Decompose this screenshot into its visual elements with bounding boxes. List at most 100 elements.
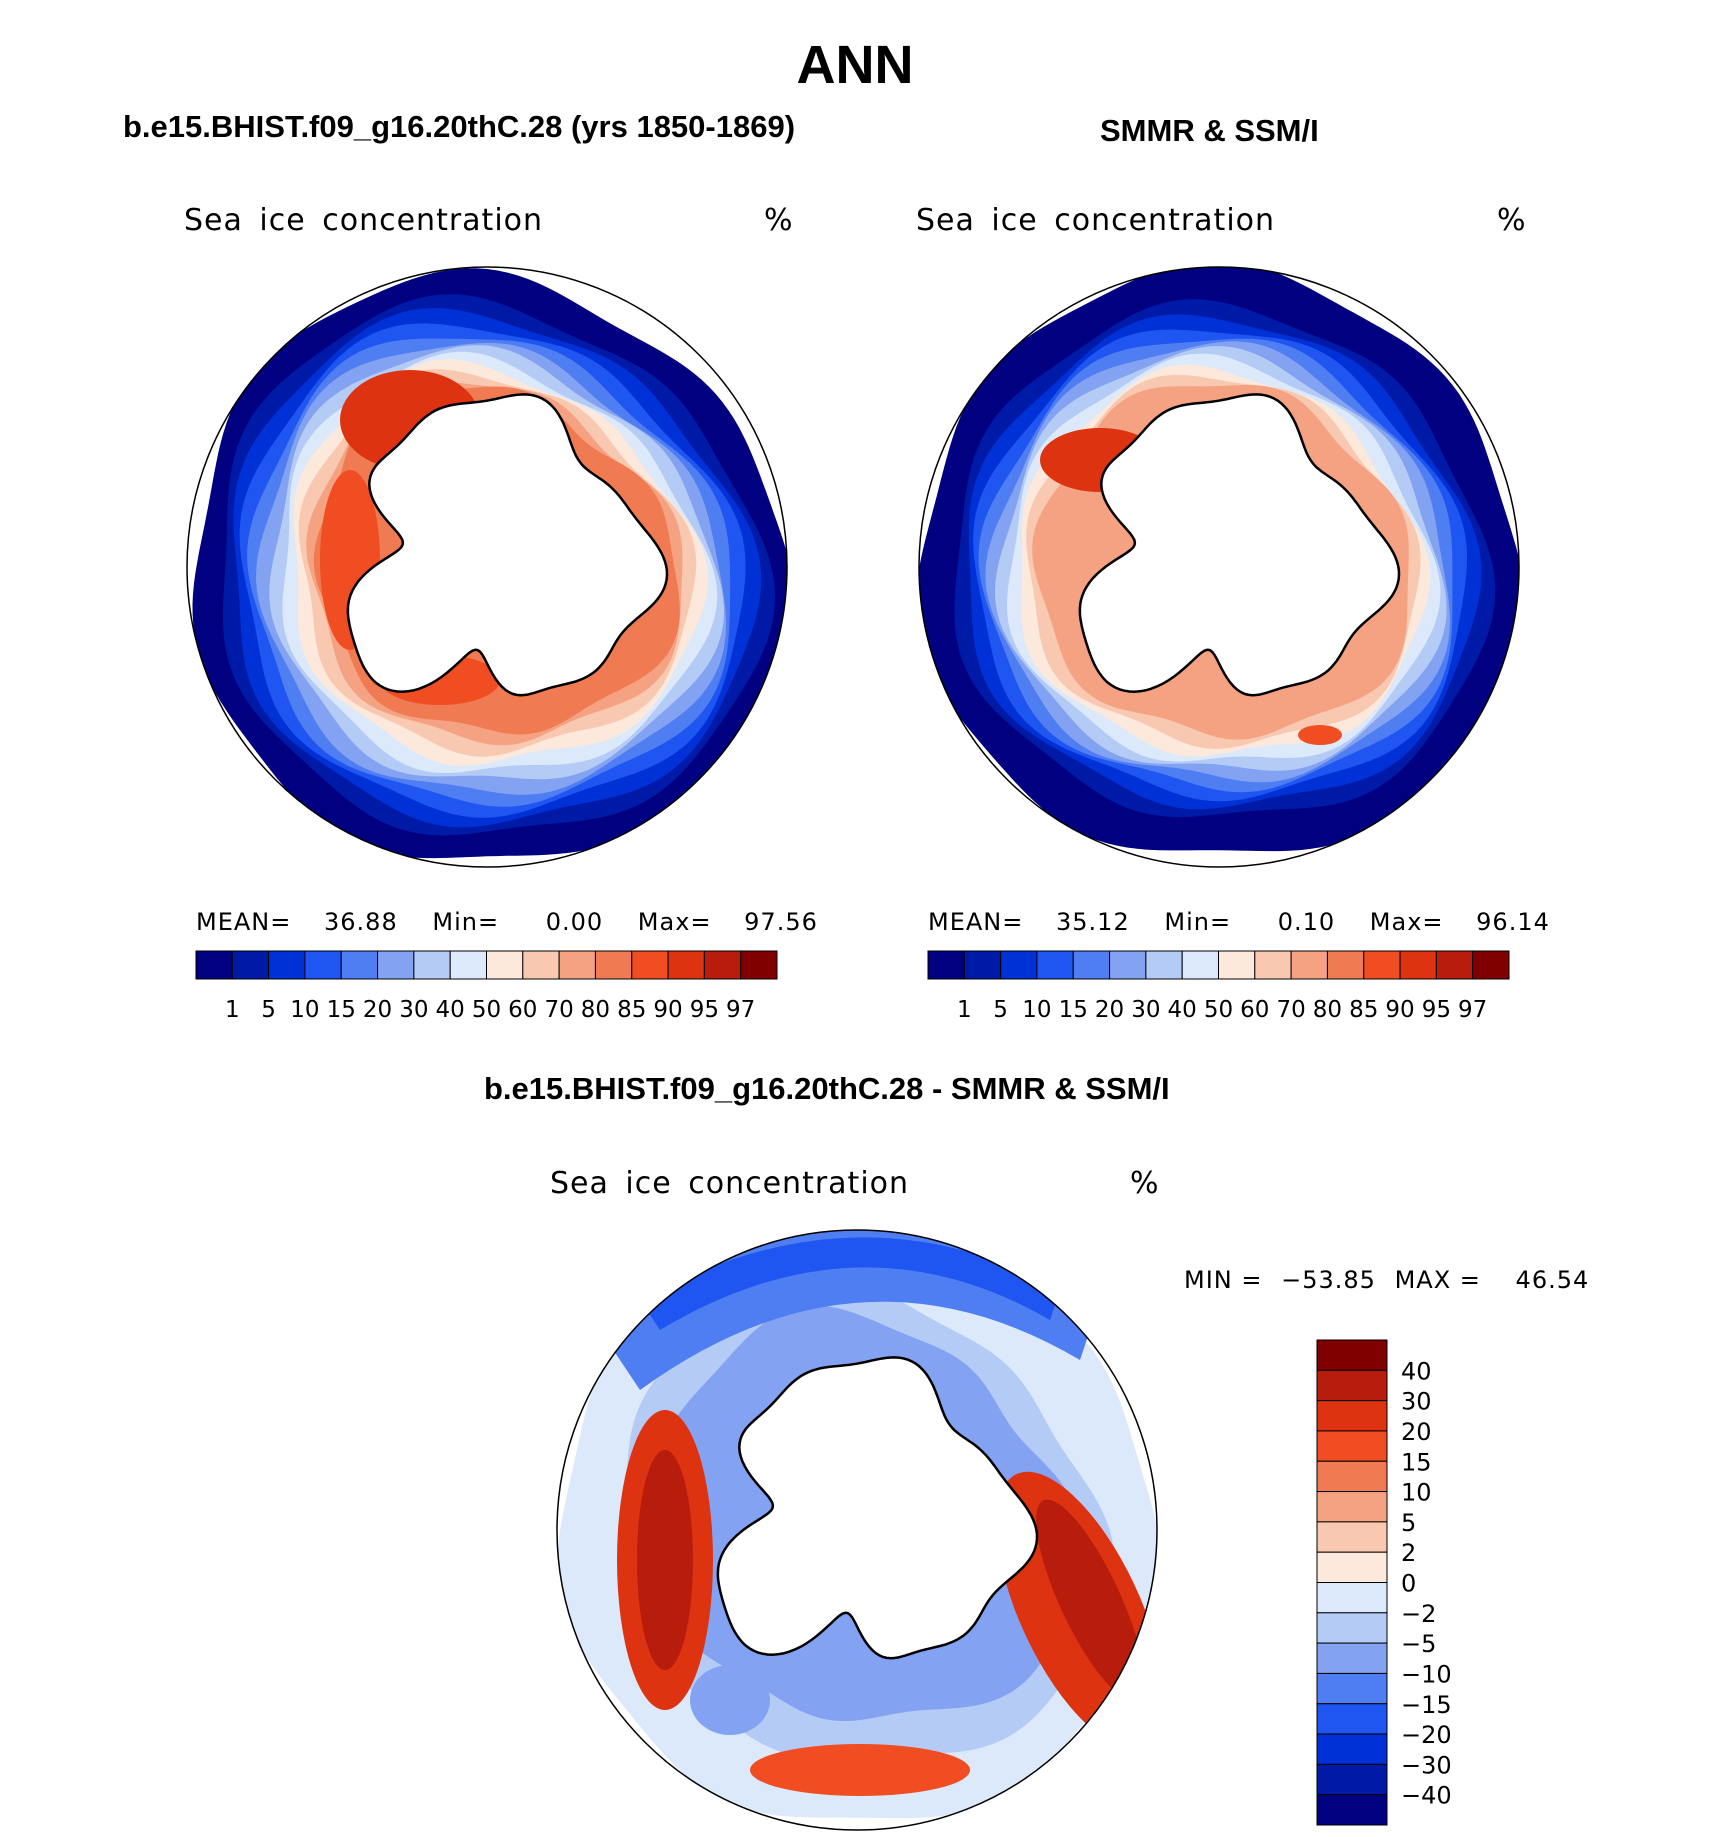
model-max-label: Max= [637,908,712,936]
model-units-label: % [764,203,794,238]
colorbar-tick-label: −30 [1401,1751,1452,1779]
model-map [186,266,788,868]
colorbar-tick-label: 95 [1422,997,1451,1023]
colorbar-tick-label: 20 [1401,1418,1432,1446]
colorbar-tick-label: 10 [290,997,319,1023]
colorbar-swatch [1316,1460,1388,1493]
model-panel-title: b.e15.BHIST.f09_g16.20thC.28 (yrs 1850-1… [123,109,796,144]
colorbar-swatch [1316,1582,1388,1614]
colorbar-tick-label: 97 [1458,997,1487,1023]
model-max-value: 97.56 [744,908,818,936]
colorbar-tick-label: 60 [1240,997,1269,1023]
colorbar-swatch [1218,950,1256,980]
colorbar-tick-label: 30 [399,997,428,1023]
obs-min-value: 0.10 [1277,908,1336,936]
colorbar-swatch [1326,950,1365,980]
colorbar-swatch [1363,950,1401,980]
colorbar-tick-label: 10 [1401,1479,1432,1507]
colorbar-tick-label: 95 [690,997,719,1023]
map-border [186,266,788,868]
colorbar-tick-label: 85 [1349,997,1378,1023]
colorbar-tick-label: −10 [1401,1660,1452,1688]
colorbar-swatch [1316,1703,1388,1735]
colorbar-tick-label: 40 [436,997,465,1023]
colorbar-tick-label: 5 [993,997,1008,1023]
colorbar-tick-label: 70 [1276,997,1305,1023]
obs-min-label: Min= [1164,908,1232,936]
colorbar-tick-label: −5 [1401,1630,1436,1658]
colorbar-swatch [1181,950,1219,980]
antarctica-coastline [346,393,669,697]
colorbar-swatch [963,950,1002,980]
colorbar-swatch [1316,1339,1388,1371]
colorbar-swatch [1316,1672,1388,1705]
colorbar-swatch [522,950,560,980]
colorbar-tick-label: 85 [617,997,646,1023]
colorbar-swatch [304,950,342,980]
diff-max-value: 46.54 [1515,1266,1590,1294]
obs-mean-label: MEAN= [928,908,1024,936]
diff-min-label: MIN = [1184,1266,1263,1294]
colorbar-tick-label: 90 [1385,997,1414,1023]
model-colorbar: 1 5 10 15 20 30 40 50 60 70 80 85 90 95 97 [195,950,778,1023]
obs-max-value: 96.14 [1476,908,1550,936]
colorbar-tick-label: 0 [1401,1570,1416,1598]
colorbar-swatch [703,950,742,980]
colorbar-swatch [449,950,487,980]
colorbar-swatch [1316,1733,1388,1765]
colorbar-swatch [1316,1642,1388,1674]
colorbar-tick-label: −15 [1401,1691,1452,1719]
colorbar-swatch [1316,1491,1388,1523]
colorbar-tick-label: 70 [544,997,573,1023]
diff-stats: MIN = −53.85 MAX = 46.54 [1184,1266,1589,1294]
colorbar-tick-label: 20 [363,997,392,1023]
colorbar-swatch [1316,1400,1388,1432]
map-border [556,1229,1158,1831]
colorbar-swatch [1316,1763,1388,1796]
colorbar-swatch [631,950,669,980]
colorbar-tick-label: 80 [1313,997,1342,1023]
colorbar-tick-label: 90 [653,997,682,1023]
diff-units-label: % [1130,1166,1160,1201]
colorbar-tick-label: 15 [327,997,356,1023]
colorbar-swatch [195,950,233,980]
obs-map [918,266,1520,868]
obs-colorbar: 1 5 10 15 20 30 40 50 60 70 80 85 90 95 97 [927,950,1510,1023]
colorbar-tick-label: −2 [1401,1600,1436,1628]
colorbar-tick-label: −20 [1401,1721,1452,1749]
model-mean-label: MEAN= [196,908,292,936]
colorbar-tick-label: 80 [581,997,610,1023]
colorbar-swatch [1000,950,1038,980]
obs-max-label: Max= [1369,908,1444,936]
colorbar-swatch [1109,950,1147,980]
colorbar-swatch [1145,950,1183,980]
colorbar-swatch [1316,1794,1388,1826]
model-min-value: 0.00 [545,908,604,936]
colorbar-tick-label: 97 [726,997,755,1023]
diff-min-value: −53.85 [1281,1266,1376,1294]
figure-title: ANN [796,35,914,95]
colorbar-swatch [1472,950,1510,980]
colorbar-swatch [594,950,633,980]
colorbar-tick-label: 50 [472,997,501,1023]
colorbar-swatch [1316,1369,1388,1402]
obs-stats: MEAN= 35.12 Min= 0.10 Max= 96.14 [928,908,1550,936]
colorbar-swatch [1290,950,1328,980]
colorbar-tick-label: 20 [1095,997,1124,1023]
colorbar-swatch [1316,1551,1388,1583]
obs-mean-value: 35.12 [1056,908,1130,936]
colorbar-tick-label: 40 [1168,997,1197,1023]
colorbar-tick-label: 5 [261,997,276,1023]
colorbar-tick-label: 2 [1401,1539,1416,1567]
colorbar-swatch [740,950,778,980]
model-stats: MEAN= 36.88 Min= 0.00 Max= 97.56 [196,908,818,936]
colorbar-swatch [231,950,270,980]
colorbar-swatch [268,950,306,980]
colorbar-swatch [927,950,965,980]
colorbar-tick-label: −40 [1401,1782,1452,1810]
diff-map [556,1229,1158,1831]
obs-units-label: % [1497,203,1527,238]
colorbar-swatch [1316,1521,1388,1553]
